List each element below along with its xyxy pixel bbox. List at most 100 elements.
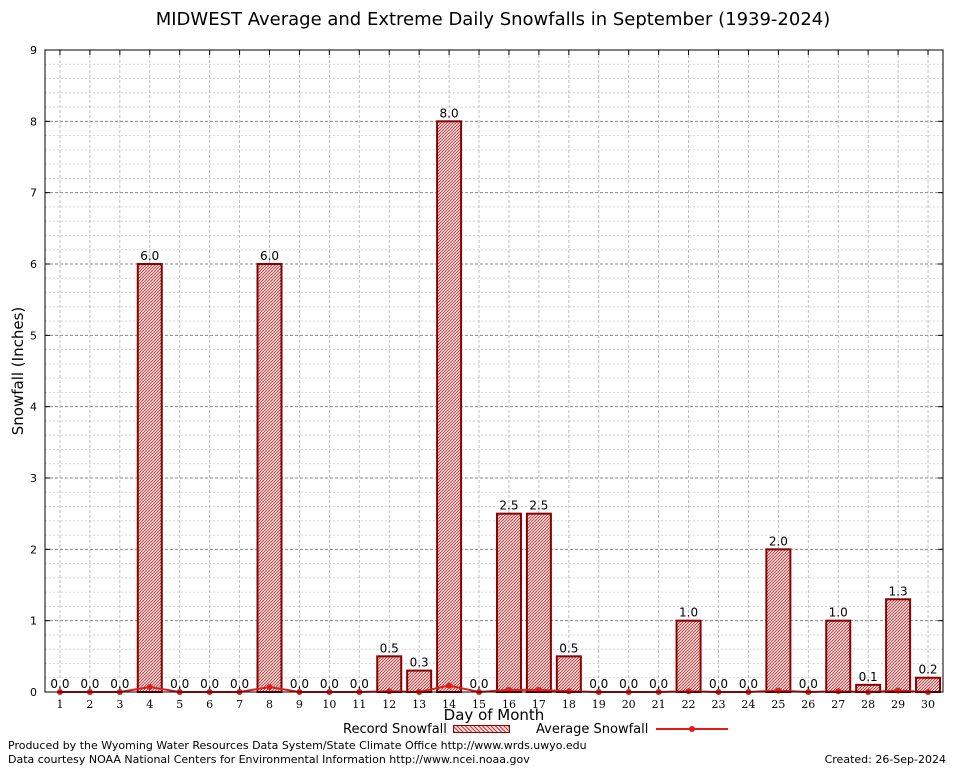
bar-value-label: 0.0 <box>619 677 638 691</box>
y-tick-label: 0 <box>30 686 37 699</box>
y-tick-label: 8 <box>30 115 37 128</box>
bar-record-snowfall <box>376 655 403 693</box>
bar-value-label: 0.0 <box>469 677 488 691</box>
legend-swatch-average <box>656 722 729 736</box>
legend-swatch-record <box>452 725 510 733</box>
bar-record-snowfall <box>885 598 912 693</box>
x-tick-label: 28 <box>861 698 875 711</box>
bar-value-label: 2.5 <box>529 499 548 513</box>
bar-value-label: 0.0 <box>799 677 818 691</box>
bar-record-snowfall <box>675 619 702 694</box>
x-tick-label: 10 <box>322 698 336 711</box>
average-snowfall-point <box>775 687 782 694</box>
bar-value-label: 8.0 <box>440 106 459 120</box>
bar-value-label: 6.0 <box>140 249 159 263</box>
average-snowfall-point <box>386 688 393 695</box>
x-tick-label: 13 <box>412 698 426 711</box>
y-tick-label: 4 <box>30 401 37 414</box>
x-tick-label: 26 <box>801 698 815 711</box>
x-tick-label: 3 <box>116 698 123 711</box>
x-tick-label: 25 <box>771 698 785 711</box>
bar-value-label: 0.0 <box>320 677 339 691</box>
bar-value-label: 6.0 <box>260 249 279 263</box>
bar-value-label: 0.0 <box>649 677 668 691</box>
x-tick-label: 29 <box>891 698 905 711</box>
bar-value-label: 0.0 <box>739 677 758 691</box>
x-tick-label: 20 <box>622 698 636 711</box>
footer-produced-by: Produced by the Wyoming Water Resources … <box>8 739 587 752</box>
bar-record-snowfall <box>436 120 463 694</box>
x-tick-label: 8 <box>266 698 273 711</box>
legend-item-average: Average Snowfall <box>536 720 729 738</box>
bar-record-snowfall <box>136 263 163 693</box>
average-snowfall-point <box>835 688 842 695</box>
bar-value-label: 2.0 <box>769 534 788 548</box>
bar-record-snowfall <box>825 619 852 694</box>
bar-value-label: 0.5 <box>559 641 578 655</box>
x-tick-label: 12 <box>382 698 396 711</box>
x-tick-label: 14 <box>442 698 456 711</box>
bar-record-snowfall <box>765 548 792 693</box>
x-tick-label: 9 <box>296 698 303 711</box>
bar-value-label: 1.0 <box>829 606 848 620</box>
average-snowfall-point <box>565 688 572 695</box>
average-snowfall-point <box>266 684 273 691</box>
bar-value-label: 0.0 <box>290 677 309 691</box>
x-tick-label: 24 <box>741 698 755 711</box>
bar-record-snowfall <box>495 512 522 694</box>
plot-frame <box>44 49 944 693</box>
y-axis-label: Snowfall (Inches) <box>9 306 27 436</box>
chart-title: MIDWEST Average and Extreme Daily Snowfa… <box>155 9 831 30</box>
legend-item-record: Record Snowfall <box>343 720 510 738</box>
bar-record-snowfall <box>525 512 552 694</box>
legend-label-record: Record Snowfall <box>343 721 447 737</box>
bar-value-label: 0.0 <box>80 677 99 691</box>
bar-record-snowfall <box>256 263 283 693</box>
x-tick-label: 16 <box>502 698 516 711</box>
y-tick-label: 2 <box>30 543 37 556</box>
x-tick-label: 1 <box>56 698 63 711</box>
y-tick-label: 7 <box>30 187 37 200</box>
bar-value-label: 0.5 <box>380 641 399 655</box>
bar-value-label: 2.5 <box>499 499 518 513</box>
average-snowfall-point <box>895 687 902 694</box>
bar-value-label: 0.0 <box>170 677 189 691</box>
bar-value-label: 0.2 <box>918 663 937 677</box>
x-tick-label: 6 <box>206 698 213 711</box>
footer-created-date: Created: 26-Sep-2024 <box>824 753 946 766</box>
x-tick-label: 19 <box>592 698 606 711</box>
x-tick-label: 11 <box>352 698 366 711</box>
bar-value-label: 0.1 <box>859 670 878 684</box>
x-tick-label: 22 <box>682 698 696 711</box>
legend-label-average: Average Snowfall <box>536 721 649 737</box>
bar-value-label: 0.0 <box>709 677 728 691</box>
bar-value-label: 0.0 <box>200 677 219 691</box>
x-tick-label: 4 <box>146 698 153 711</box>
bar-value-label: 0.3 <box>410 656 429 670</box>
x-axis-label: Day of Month <box>443 706 545 724</box>
x-tick-label: 21 <box>652 698 666 711</box>
bar-record-snowfall <box>555 655 582 693</box>
average-snowfall-point <box>685 688 692 695</box>
bar-value-label: 0.0 <box>589 677 608 691</box>
x-tick-label: 23 <box>712 698 726 711</box>
bar-record-snowfall <box>406 669 433 693</box>
x-tick-label: 18 <box>562 698 576 711</box>
x-tick-label: 2 <box>86 698 93 711</box>
x-tick-label: 5 <box>176 698 183 711</box>
average-snowfall-point <box>446 682 453 689</box>
bar-value-label: 0.0 <box>350 677 369 691</box>
footer-data-courtesy: Data courtesy NOAA National Centers for … <box>8 753 530 766</box>
y-tick-label: 5 <box>30 329 37 342</box>
x-tick-label: 27 <box>831 698 845 711</box>
y-tick-label: 9 <box>30 44 37 57</box>
x-tick-label: 17 <box>532 698 546 711</box>
x-tick-label: 15 <box>472 698 486 711</box>
x-tick-label: 7 <box>236 698 243 711</box>
bar-value-label: 0.0 <box>50 677 69 691</box>
bar-value-label: 1.0 <box>679 606 698 620</box>
x-tick-label: 30 <box>921 698 935 711</box>
bar-value-label: 0.0 <box>230 677 249 691</box>
y-tick-label: 1 <box>30 615 37 628</box>
